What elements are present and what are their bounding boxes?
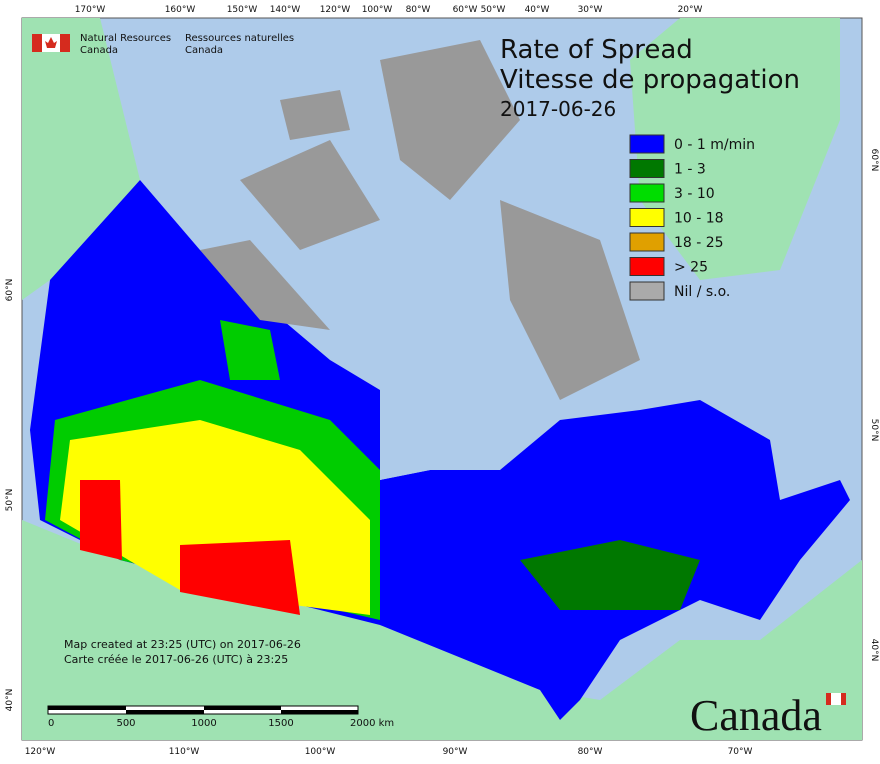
legend-swatch — [629, 183, 665, 203]
agency-en: Natural Resources — [80, 33, 171, 44]
graticule-label: 30°W — [578, 5, 603, 15]
graticule-label: 60°N — [869, 149, 879, 172]
graticule-label: 110°W — [169, 747, 200, 757]
graticule-label: 60°N — [5, 279, 15, 302]
flag-bar — [60, 34, 70, 52]
legend-swatch — [629, 208, 665, 227]
scale-label: 0 — [48, 718, 54, 729]
legend-label: 18 - 25 — [674, 235, 724, 251]
fire-area-dark-green — [520, 540, 700, 610]
graticule-label: 50°N — [5, 489, 15, 512]
arctic-island — [280, 90, 350, 140]
graticule-label: 90°W — [443, 747, 468, 757]
graticule-label: 100°W — [305, 747, 336, 757]
arctic-island — [380, 40, 520, 200]
agency-fr: Canada — [185, 45, 223, 56]
graticule-label: 160°W — [165, 5, 196, 15]
legend-label: 10 - 18 — [674, 211, 724, 227]
legend-swatch — [629, 232, 665, 252]
graticule-label: 150°W — [227, 5, 258, 15]
alaska — [22, 18, 140, 300]
wordmark: Canada — [690, 691, 822, 740]
legend-swatch — [629, 159, 665, 178]
legend-swatch — [629, 134, 665, 154]
scale-bar — [47, 705, 359, 715]
graticule-label: 50°W — [481, 5, 506, 15]
graticule-label: 50°N — [869, 419, 879, 442]
graticule-label: 40°W — [525, 5, 550, 15]
wordmark-flag — [831, 693, 841, 705]
legend-swatch — [629, 281, 665, 301]
graticule-label: 170°W — [75, 5, 106, 15]
graticule-label: 20°W — [678, 5, 703, 15]
arctic-island — [240, 140, 380, 250]
greenland — [630, 18, 840, 280]
fire-area-red — [180, 540, 300, 615]
maple-leaf — [45, 37, 57, 48]
title: Vitesse de propagation — [500, 65, 800, 95]
footer-note: Map created at 23:25 (UTC) on 2017-06-26 — [64, 638, 301, 651]
title-date: 2017-06-26 — [500, 97, 616, 121]
graticule-label: 70°W — [728, 747, 753, 757]
hudson-bay — [380, 370, 520, 480]
footer-note: Carte créée le 2017-06-26 (UTC) à 23:25 — [64, 653, 288, 666]
graticule-label: 120°W — [320, 5, 351, 15]
graticule-label: 40°N — [869, 639, 879, 662]
legend-label: Nil / s.o. — [674, 284, 730, 300]
flag-bar — [32, 34, 42, 52]
graticule-label: 80°W — [578, 747, 603, 757]
graticule-label: 80°W — [406, 5, 431, 15]
graticule-label: 100°W — [362, 5, 393, 15]
graticule-label: 60°W — [453, 5, 478, 15]
scale-label: 500 — [116, 718, 135, 729]
graticule-label: 120°W — [25, 747, 56, 757]
arctic-island — [500, 200, 640, 400]
scale-label: 1500 — [268, 718, 293, 729]
agency-fr: Ressources naturelles — [185, 33, 294, 44]
usa — [22, 520, 862, 740]
legend-label: 3 - 10 — [674, 186, 715, 202]
legend-label: 0 - 1 m/min — [674, 137, 755, 153]
legend-swatch — [629, 257, 665, 276]
fire-area-red — [80, 480, 122, 560]
legend-label: 1 - 3 — [674, 162, 706, 178]
scale-label: 1000 — [191, 718, 216, 729]
arctic-island — [200, 240, 330, 330]
graticule-label: 140°W — [270, 5, 301, 15]
graticule-label: 40°N — [5, 689, 15, 712]
agency-en: Canada — [80, 45, 118, 56]
scale-label: 2000 km — [350, 718, 394, 729]
legend-label: > 25 — [674, 260, 708, 276]
title: Rate of Spread — [500, 35, 693, 65]
fire-area-green — [220, 320, 280, 380]
